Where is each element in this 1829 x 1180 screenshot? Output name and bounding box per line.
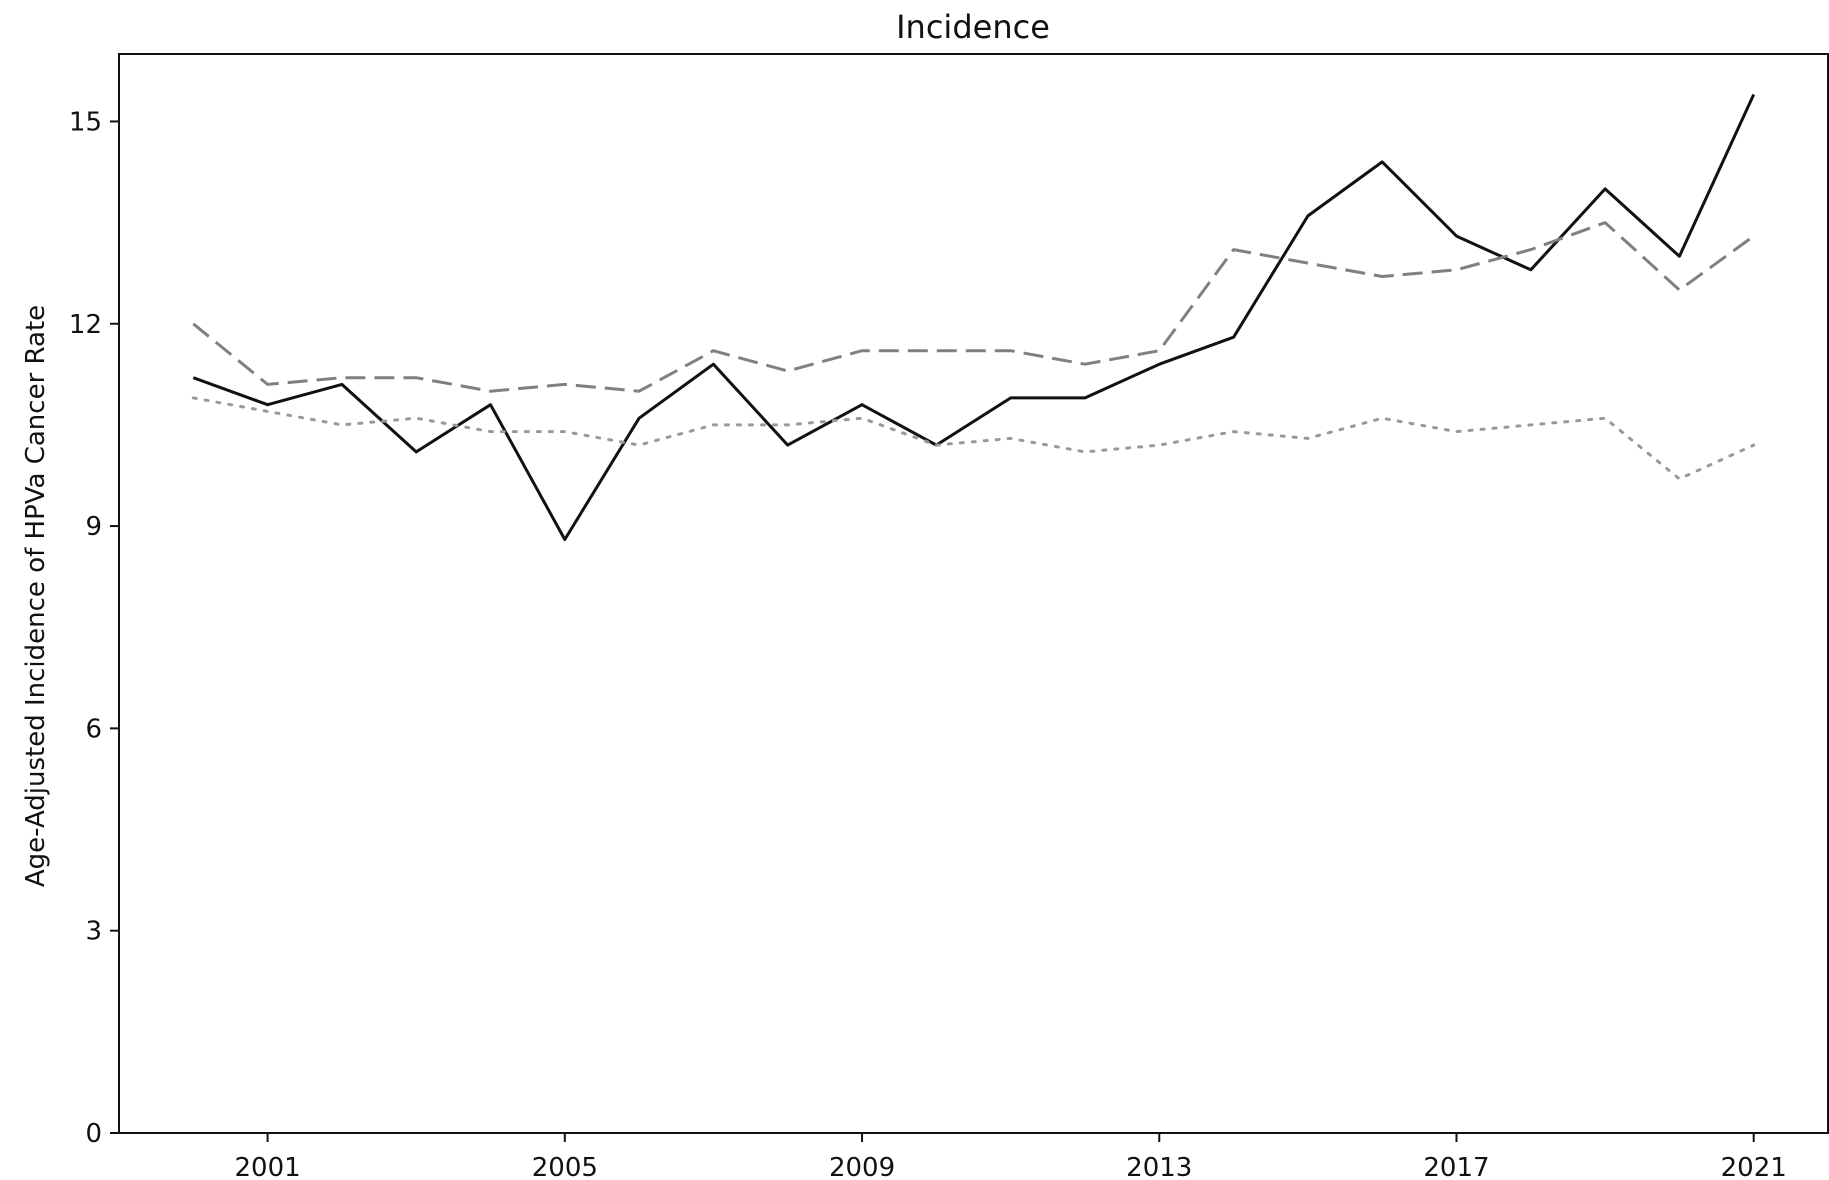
x-tick-label: 2001 xyxy=(235,1153,301,1180)
x-tick-label: 2013 xyxy=(1126,1153,1192,1180)
y-tick-label: 15 xyxy=(69,107,102,137)
x-tick-label: 2017 xyxy=(1423,1153,1489,1180)
y-tick-label: 6 xyxy=(85,714,102,744)
y-tick-label: 0 xyxy=(85,1119,102,1149)
y-tick-label: 9 xyxy=(85,512,102,542)
y-tick-label: 12 xyxy=(69,310,102,340)
series-line-dashed xyxy=(192,221,1755,393)
plot-frame xyxy=(118,53,1829,1134)
chart-title: Incidence xyxy=(896,8,1050,46)
ticks-layer: 2001 2005 2009 2013 2017 2021 0 3 6 9 12 15 xyxy=(69,107,1787,1180)
series-line-dotted xyxy=(191,396,1756,481)
y-axis-label: Age-Adjusted Incidence of HPVa Cancer Ra… xyxy=(21,305,51,887)
x-tick-label: 2021 xyxy=(1721,1153,1787,1180)
x-tick-label: 2005 xyxy=(532,1153,598,1180)
y-tick-label: 3 xyxy=(85,917,102,947)
x-tick-label: 2009 xyxy=(829,1153,895,1180)
series-line-solid xyxy=(192,93,1756,541)
series-layer xyxy=(191,93,1756,541)
